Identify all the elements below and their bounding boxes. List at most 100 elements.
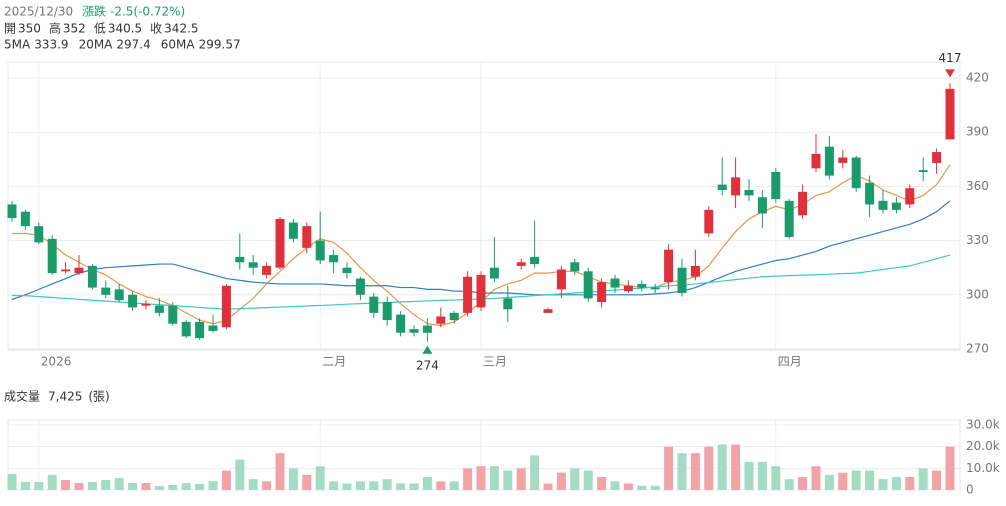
volume-bar bbox=[530, 455, 540, 490]
candle-body bbox=[34, 226, 44, 243]
volume-bar bbox=[757, 461, 767, 490]
volume-bar bbox=[61, 480, 71, 490]
volume-bar bbox=[664, 446, 674, 490]
volume-bar bbox=[865, 470, 875, 490]
candle-body bbox=[824, 146, 834, 176]
volume-bar bbox=[918, 468, 928, 490]
volume-bar bbox=[154, 486, 164, 490]
min-label: 274 bbox=[416, 358, 439, 372]
volume-bar bbox=[141, 483, 151, 490]
y-tick-label: 0 bbox=[966, 483, 974, 497]
ohlc-value: 340.5 bbox=[108, 22, 142, 36]
volume-readout: 7,425 bbox=[48, 390, 82, 404]
volume-bar bbox=[275, 453, 285, 490]
y-tick-label: 30.0k bbox=[966, 418, 1000, 432]
volume-bar bbox=[744, 461, 754, 490]
candle-body bbox=[168, 305, 178, 324]
volume-bar bbox=[34, 481, 44, 490]
volume-bar bbox=[784, 479, 794, 490]
volume-bar bbox=[168, 485, 178, 490]
volume-bar bbox=[503, 470, 513, 490]
volume-bar bbox=[195, 483, 205, 490]
volume-bar bbox=[20, 481, 30, 490]
candle-body bbox=[302, 226, 312, 248]
candle-body bbox=[851, 157, 861, 189]
legend-value: 297.4 bbox=[116, 38, 150, 52]
volume-bar bbox=[87, 481, 97, 490]
volume-bar bbox=[704, 446, 714, 490]
candle-body bbox=[918, 170, 928, 172]
volume-bar bbox=[369, 481, 379, 490]
candle-body bbox=[704, 209, 714, 234]
volume-bar bbox=[945, 446, 955, 490]
volume-bar bbox=[181, 483, 191, 490]
volume-bar bbox=[101, 480, 111, 490]
volume-bar bbox=[851, 470, 861, 490]
volume-bar bbox=[597, 477, 607, 490]
volume-bar bbox=[556, 472, 566, 490]
volume-bar bbox=[208, 481, 218, 490]
volume-unit: (張) bbox=[88, 390, 109, 404]
volume-bar bbox=[342, 483, 352, 490]
min-marker bbox=[422, 345, 433, 354]
candle-body bbox=[101, 287, 111, 295]
volume-bar bbox=[114, 478, 124, 490]
candle-body bbox=[114, 289, 124, 301]
volume-bar bbox=[771, 466, 781, 490]
volume-bar bbox=[489, 466, 499, 490]
candle-body bbox=[208, 325, 218, 331]
volume-bar bbox=[235, 459, 245, 490]
candle-body bbox=[449, 312, 459, 321]
candle-body bbox=[463, 276, 473, 313]
candle-body bbox=[74, 267, 84, 274]
legend-name: 5MA bbox=[4, 38, 31, 52]
volume-bar bbox=[717, 444, 727, 490]
candle-body bbox=[516, 262, 526, 266]
ohlc-value: 342.5 bbox=[164, 22, 198, 36]
candle-body bbox=[262, 265, 272, 275]
candle-body bbox=[61, 269, 71, 272]
volume-bar bbox=[436, 481, 446, 490]
volume-bar bbox=[315, 466, 325, 490]
candle-body bbox=[369, 296, 379, 313]
volume-bar bbox=[221, 470, 231, 490]
volume-bar bbox=[409, 483, 419, 490]
candle-body bbox=[128, 294, 138, 308]
volume-bar bbox=[811, 466, 821, 490]
y-tick-label: 20.0k bbox=[966, 439, 1000, 453]
candle-body bbox=[355, 278, 365, 295]
candle-body bbox=[932, 152, 942, 163]
candle-body bbox=[597, 282, 607, 303]
volume-bar bbox=[74, 483, 84, 490]
volume-bar bbox=[47, 474, 57, 490]
max-label: 417 bbox=[939, 51, 962, 65]
volume-bar bbox=[449, 481, 459, 490]
legend-value: 299.57 bbox=[199, 38, 241, 52]
volume-title: 成交量 bbox=[4, 389, 40, 404]
candle-body bbox=[838, 157, 848, 163]
volume-bar bbox=[623, 483, 633, 490]
candle-body bbox=[489, 267, 499, 279]
candle-body bbox=[650, 287, 660, 290]
volume-bar bbox=[677, 453, 687, 490]
ohlc-label: 收 bbox=[150, 22, 162, 36]
candle-body bbox=[556, 269, 566, 290]
y-tick-label: 330 bbox=[966, 233, 989, 247]
candle-body bbox=[235, 256, 245, 263]
candle-body bbox=[757, 197, 767, 214]
ohlc-value: 352 bbox=[63, 22, 86, 36]
candle-body bbox=[878, 200, 888, 210]
volume-bar bbox=[905, 477, 915, 490]
candle-body bbox=[382, 302, 392, 321]
legend-name: 60MA bbox=[161, 38, 196, 52]
volume-bar bbox=[262, 481, 272, 490]
x-tick-label: 二月 bbox=[322, 355, 346, 369]
y-tick-label: 390 bbox=[966, 125, 989, 139]
volume-bar bbox=[878, 479, 888, 490]
max-marker bbox=[945, 69, 955, 78]
candle-body bbox=[664, 249, 674, 283]
volume-bar bbox=[650, 485, 660, 490]
x-tick-label: 四月 bbox=[778, 355, 802, 369]
x-tick-label: 2026 bbox=[41, 355, 72, 369]
